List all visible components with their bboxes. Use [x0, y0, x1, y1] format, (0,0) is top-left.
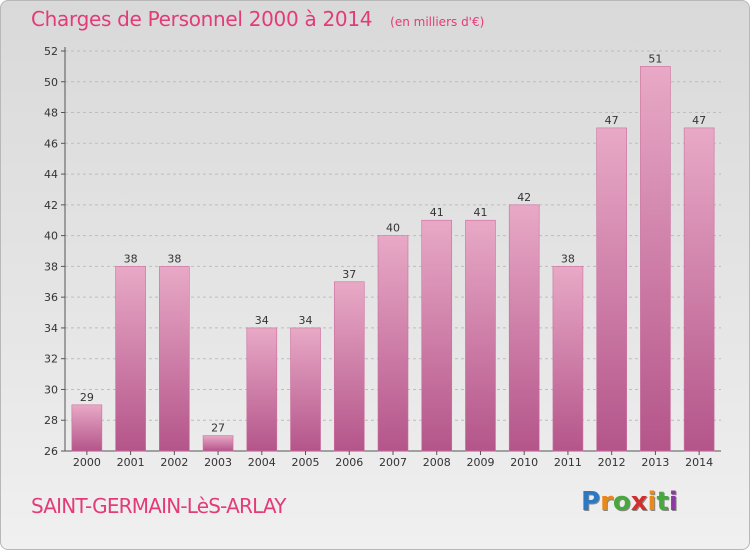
x-tick-label: 2000 — [73, 456, 101, 469]
value-label: 38 — [167, 252, 181, 265]
x-tick-label: 2011 — [554, 456, 582, 469]
y-tick-label: 46 — [44, 137, 58, 150]
x-tick-label: 2006 — [335, 456, 363, 469]
x-tick-label: 2013 — [641, 456, 669, 469]
y-tick-label: 38 — [44, 260, 58, 273]
value-label: 51 — [648, 52, 662, 65]
y-tick-label: 36 — [44, 291, 58, 304]
brand-letter: P — [581, 487, 601, 517]
bar — [202, 435, 234, 452]
x-tick-label: 2001 — [117, 456, 145, 469]
bar — [159, 266, 190, 452]
bar — [421, 219, 453, 452]
value-label: 38 — [561, 252, 575, 265]
bar — [552, 266, 584, 452]
brand-letter: x — [630, 487, 648, 517]
y-tick-label: 32 — [44, 353, 58, 366]
value-label: 38 — [124, 252, 138, 265]
x-tick-label: 2009 — [466, 456, 494, 469]
x-tick-label: 2012 — [598, 456, 626, 469]
value-label: 47 — [605, 114, 619, 127]
bar — [377, 235, 409, 452]
x-tick-labels: 2000 2001 2002 2003 2004 2005 2006 2007 2008 2009… — [73, 451, 713, 469]
x-tick-label: 2010 — [510, 456, 538, 469]
y-tick-label: 34 — [44, 322, 58, 335]
brand-letter: o — [612, 487, 631, 517]
commune-name: SAINT-GERMAIN-LèS-ARLAY — [31, 494, 286, 518]
bar — [683, 127, 715, 452]
x-tick-label: 2014 — [685, 456, 713, 469]
y-tick-label: 50 — [44, 76, 58, 89]
bar — [246, 327, 278, 452]
bar — [596, 127, 627, 452]
y-tick-label: 42 — [44, 199, 58, 212]
bar — [465, 219, 496, 452]
x-tick-label: 2008 — [423, 456, 451, 469]
bar — [508, 204, 540, 452]
value-label: 42 — [517, 191, 531, 204]
bar — [333, 281, 365, 452]
y-tick-label: 40 — [44, 230, 58, 243]
y-tick-label: 52 — [44, 45, 58, 58]
x-tick-label: 2004 — [248, 456, 276, 469]
value-label: 41 — [430, 206, 444, 219]
bar — [71, 404, 103, 452]
proxiti-logo: Proxiti — [581, 487, 678, 517]
y-tick-label: 44 — [44, 168, 58, 181]
brand-letter: t — [656, 487, 669, 517]
y-tick-label: 28 — [44, 414, 58, 427]
x-tick-label: 2003 — [204, 456, 232, 469]
x-tick-label: 2002 — [160, 456, 188, 469]
value-label: 37 — [342, 268, 356, 281]
brand-letter: r — [600, 487, 613, 517]
bar — [290, 327, 321, 452]
value-labels: 29 38 38 27 34 34 37 40 41 41 42 38 47 51 47 — [80, 52, 706, 434]
brand-letter: i — [647, 487, 657, 517]
value-label: 40 — [386, 222, 400, 235]
value-label: 29 — [80, 391, 94, 404]
bar — [640, 66, 671, 452]
y-tick-label: 26 — [44, 445, 58, 458]
chart-subtitle: (en milliers d'€) — [390, 15, 485, 29]
y-tick-labels: 26 28 30 32 34 36 38 40 42 44 46 48 50 52 — [44, 45, 58, 458]
chart-header: Charges de Personnel 2000 à 2014 (en mill… — [31, 7, 484, 31]
value-label: 27 — [211, 422, 225, 435]
chart-title: Charges de Personnel 2000 à 2014 — [31, 7, 373, 31]
bars — [71, 66, 715, 452]
value-label: 34 — [299, 314, 313, 327]
value-label: 41 — [473, 206, 487, 219]
y-tick-label: 30 — [44, 383, 58, 396]
x-tick-label: 2007 — [379, 456, 407, 469]
x-tick-label: 2005 — [292, 456, 320, 469]
value-label: 34 — [255, 314, 269, 327]
y-tick-label: 48 — [44, 107, 58, 120]
value-label: 47 — [692, 114, 706, 127]
bar — [115, 266, 146, 452]
brand-letter: i — [668, 487, 678, 517]
